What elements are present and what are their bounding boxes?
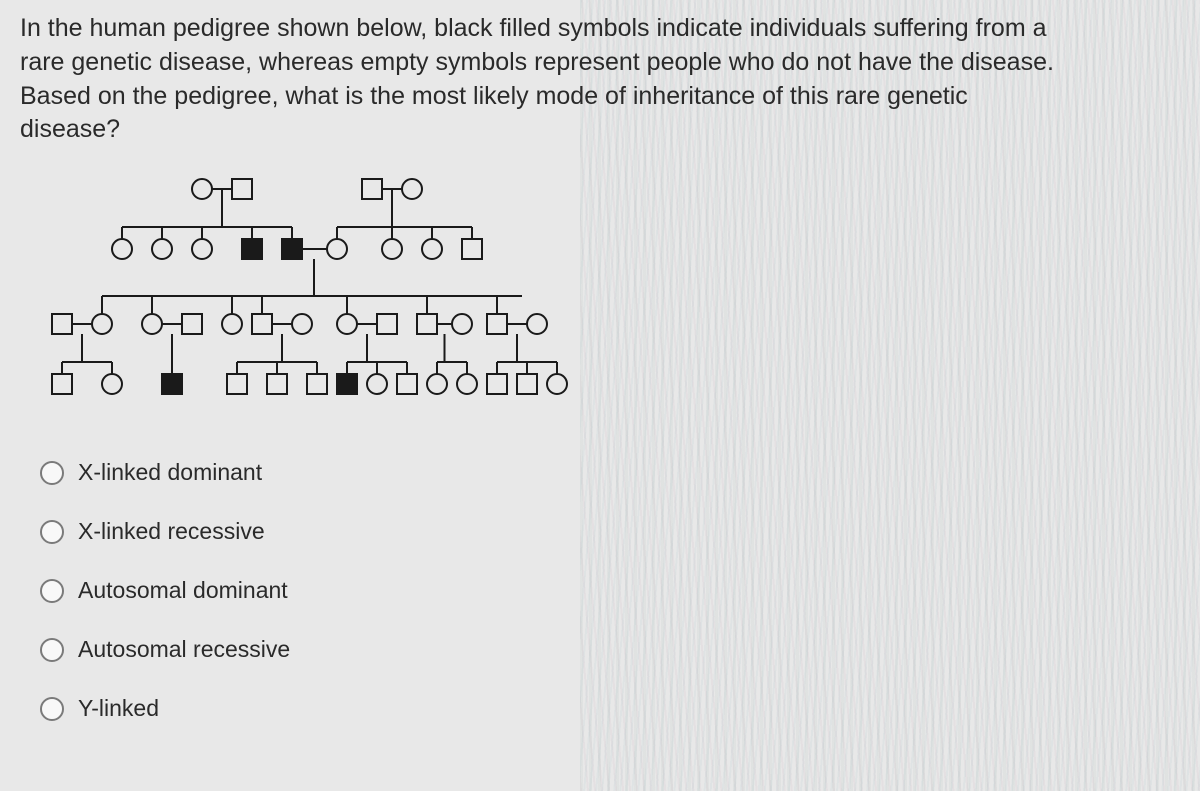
option-label: Y-linked bbox=[78, 695, 159, 722]
option-x-linked-dominant[interactable]: X-linked dominant bbox=[40, 459, 1180, 486]
option-x-linked-recessive[interactable]: X-linked recessive bbox=[40, 518, 1180, 545]
option-y-linked[interactable]: Y-linked bbox=[40, 695, 1180, 722]
option-autosomal-dominant[interactable]: Autosomal dominant bbox=[40, 577, 1180, 604]
option-label: X-linked recessive bbox=[78, 518, 265, 545]
option-autosomal-recessive[interactable]: Autosomal recessive bbox=[40, 636, 1180, 663]
question-text: In the human pedigree shown below, black… bbox=[20, 12, 1070, 147]
pedigree-diagram bbox=[42, 169, 1180, 419]
radio-icon bbox=[40, 579, 64, 603]
radio-icon bbox=[40, 638, 64, 662]
pedigree-svg bbox=[42, 169, 602, 419]
option-label: X-linked dominant bbox=[78, 459, 262, 486]
radio-icon bbox=[40, 461, 64, 485]
option-label: Autosomal recessive bbox=[78, 636, 290, 663]
radio-icon bbox=[40, 520, 64, 544]
answer-options: X-linked dominant X-linked recessive Aut… bbox=[40, 459, 1180, 722]
option-label: Autosomal dominant bbox=[78, 577, 288, 604]
radio-icon bbox=[40, 697, 64, 721]
